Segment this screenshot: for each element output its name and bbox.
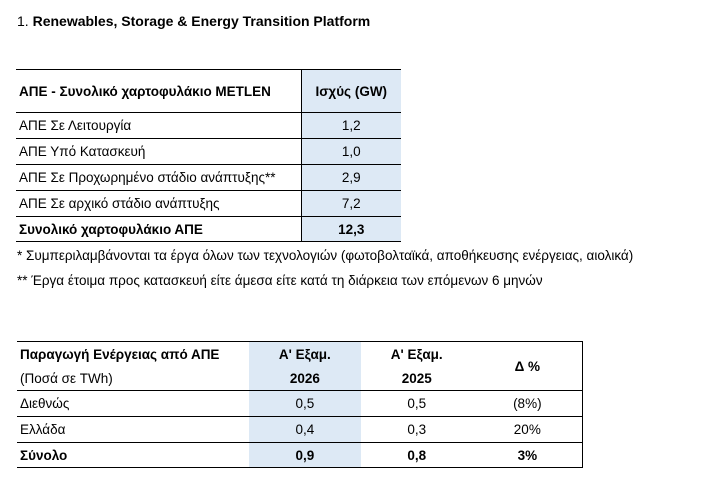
- total-2025: 0,8: [360, 442, 473, 468]
- portfolio-table: ΑΠΕ - Συνολικό χαρτοφυλάκιο METLEN Ισχύς…: [16, 69, 401, 242]
- row-value: 1,2: [300, 112, 401, 139]
- total-label: Συνολικό χαρτοφυλάκιο ΑΠΕ: [16, 216, 301, 242]
- section-number: 1.: [17, 13, 29, 29]
- portfolio-header-value: Ισχύς (GW): [300, 69, 401, 113]
- col-2026-year: 2026: [248, 366, 361, 391]
- value-2026: 0,4: [248, 416, 361, 443]
- production-total-row: Σύνολο 0,9 0,8 3%: [17, 442, 583, 468]
- portfolio-header-label: ΑΠΕ - Συνολικό χαρτοφυλάκιο METLEN: [16, 69, 301, 113]
- row-label: ΑΠΕ Σε Προχωρημένο στάδιο ανάπτυξης**: [16, 164, 301, 191]
- value-delta: 20%: [472, 416, 583, 443]
- value-delta: (8%): [472, 390, 583, 417]
- production-table: Παραγωγή Ενέργειας από ΑΠΕ Α' Εξαμ. Α' Ε…: [17, 341, 583, 468]
- total-value: 12,3: [300, 216, 401, 242]
- table-row: Ελλάδα 0,4 0,3 20%: [17, 416, 583, 443]
- section-title: Renewables, Storage & Energy Transition …: [32, 13, 371, 29]
- value-2025: 0,3: [360, 416, 473, 443]
- table-row: ΑΠΕ Σε Λειτουργία 1,2: [16, 112, 401, 139]
- row-label: Ελλάδα: [17, 416, 249, 443]
- row-label: Διεθνώς: [17, 390, 249, 417]
- row-label: ΑΠΕ Υπό Κατασκευή: [16, 138, 301, 165]
- row-value: 1,0: [300, 138, 401, 165]
- footnote-1: * Συμπεριλαμβάνονται τα έργα όλων των τε…: [17, 248, 634, 263]
- production-title: Παραγωγή Ενέργειας από ΑΠΕ: [17, 341, 249, 366]
- table-row: ΑΠΕ Σε αρχικό στάδιο ανάπτυξης 7,2: [16, 190, 401, 217]
- total-label: Σύνολο: [17, 442, 249, 468]
- production-subtitle: (Ποσά σε TWh): [17, 366, 249, 391]
- value-2025: 0,5: [360, 390, 473, 417]
- portfolio-total-row: Συνολικό χαρτοφυλάκιο ΑΠΕ 12,3: [16, 216, 401, 242]
- row-label: ΑΠΕ Σε Λειτουργία: [16, 112, 301, 139]
- col-delta-label: Δ %: [472, 341, 583, 391]
- table-row: Διεθνώς 0,5 0,5 (8%): [17, 390, 583, 417]
- production-header-row-2: (Ποσά σε TWh) 2026 2025: [17, 366, 583, 391]
- table-row: ΑΠΕ Υπό Κατασκευή 1,0: [16, 138, 401, 165]
- total-2026: 0,9: [248, 442, 361, 468]
- row-label: ΑΠΕ Σε αρχικό στάδιο ανάπτυξης: [16, 190, 301, 217]
- portfolio-header-row: ΑΠΕ - Συνολικό χαρτοφυλάκιο METLEN Ισχύς…: [16, 69, 401, 113]
- table-row: ΑΠΕ Σε Προχωρημένο στάδιο ανάπτυξης** 2,…: [16, 164, 401, 191]
- row-value: 2,9: [300, 164, 401, 191]
- row-value: 7,2: [300, 190, 401, 217]
- col-2026-label: Α' Εξαμ.: [248, 341, 361, 366]
- production-header-row-1: Παραγωγή Ενέργειας από ΑΠΕ Α' Εξαμ. Α' Ε…: [17, 341, 583, 391]
- col-2025-year: 2025: [360, 366, 473, 391]
- section-heading: 1. Renewables, Storage & Energy Transiti…: [17, 13, 370, 29]
- value-2026: 0,5: [248, 390, 361, 417]
- total-delta: 3%: [472, 442, 583, 468]
- footnote-2: ** Έργα έτοιμα προς κατασκευή είτε άμεσα…: [17, 273, 543, 288]
- col-2025-label: Α' Εξαμ.: [360, 341, 473, 366]
